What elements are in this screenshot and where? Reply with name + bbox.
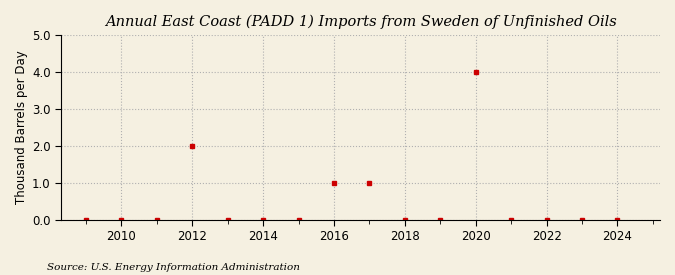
Text: Source: U.S. Energy Information Administration: Source: U.S. Energy Information Administ… bbox=[47, 263, 300, 272]
Title: Annual East Coast (PADD 1) Imports from Sweden of Unfinished Oils: Annual East Coast (PADD 1) Imports from … bbox=[105, 15, 616, 29]
Y-axis label: Thousand Barrels per Day: Thousand Barrels per Day bbox=[15, 51, 28, 204]
